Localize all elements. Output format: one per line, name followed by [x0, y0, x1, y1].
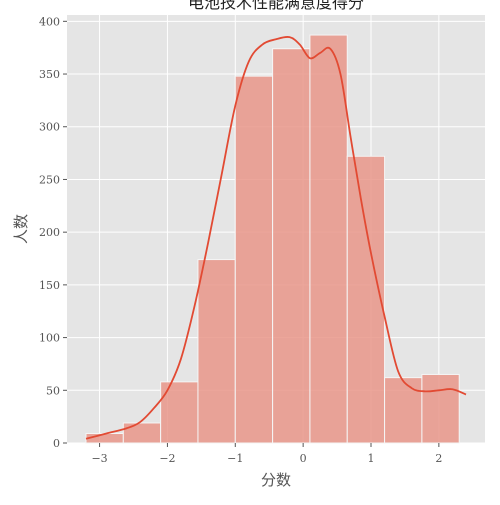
- axes: 0 50 100 150 200 250 300 350 400 −3 −2 −1 0 1 2: [39, 15, 442, 465]
- y-tick-label: 0: [53, 437, 60, 450]
- chart-title: 电池技术性能满意度得分: [188, 0, 364, 12]
- x-tick-label: −1: [227, 452, 243, 465]
- x-tick-label: −3: [91, 452, 107, 465]
- histogram-bar: [421, 373, 460, 444]
- y-tick-label: 250: [39, 173, 60, 186]
- x-tick-label: 2: [435, 452, 442, 465]
- histogram-bar: [272, 48, 311, 444]
- x-tick-label: 0: [300, 452, 307, 465]
- y-tick-label: 100: [39, 332, 60, 345]
- y-tick-label: 50: [46, 384, 60, 397]
- histogram-bar: [122, 422, 162, 444]
- histogram-bar: [346, 155, 386, 444]
- x-tick-label: −2: [159, 452, 175, 465]
- histogram-bar: [234, 75, 274, 444]
- y-axis-title: 人数: [12, 214, 30, 244]
- histogram-bar: [384, 377, 423, 444]
- x-axis-title: 分数: [261, 471, 291, 489]
- y-tick-label: 150: [39, 279, 60, 292]
- kde-curve: [85, 36, 467, 440]
- histogram-bar: [309, 34, 348, 444]
- histogram-bar: [197, 259, 236, 444]
- y-tick-label: 350: [39, 68, 60, 81]
- kde-curve-group: [85, 36, 467, 440]
- y-tick-label: 300: [39, 121, 60, 134]
- y-tick-label: 400: [39, 15, 60, 28]
- y-tick-label: 200: [39, 226, 60, 239]
- x-tick-label: 1: [368, 452, 375, 465]
